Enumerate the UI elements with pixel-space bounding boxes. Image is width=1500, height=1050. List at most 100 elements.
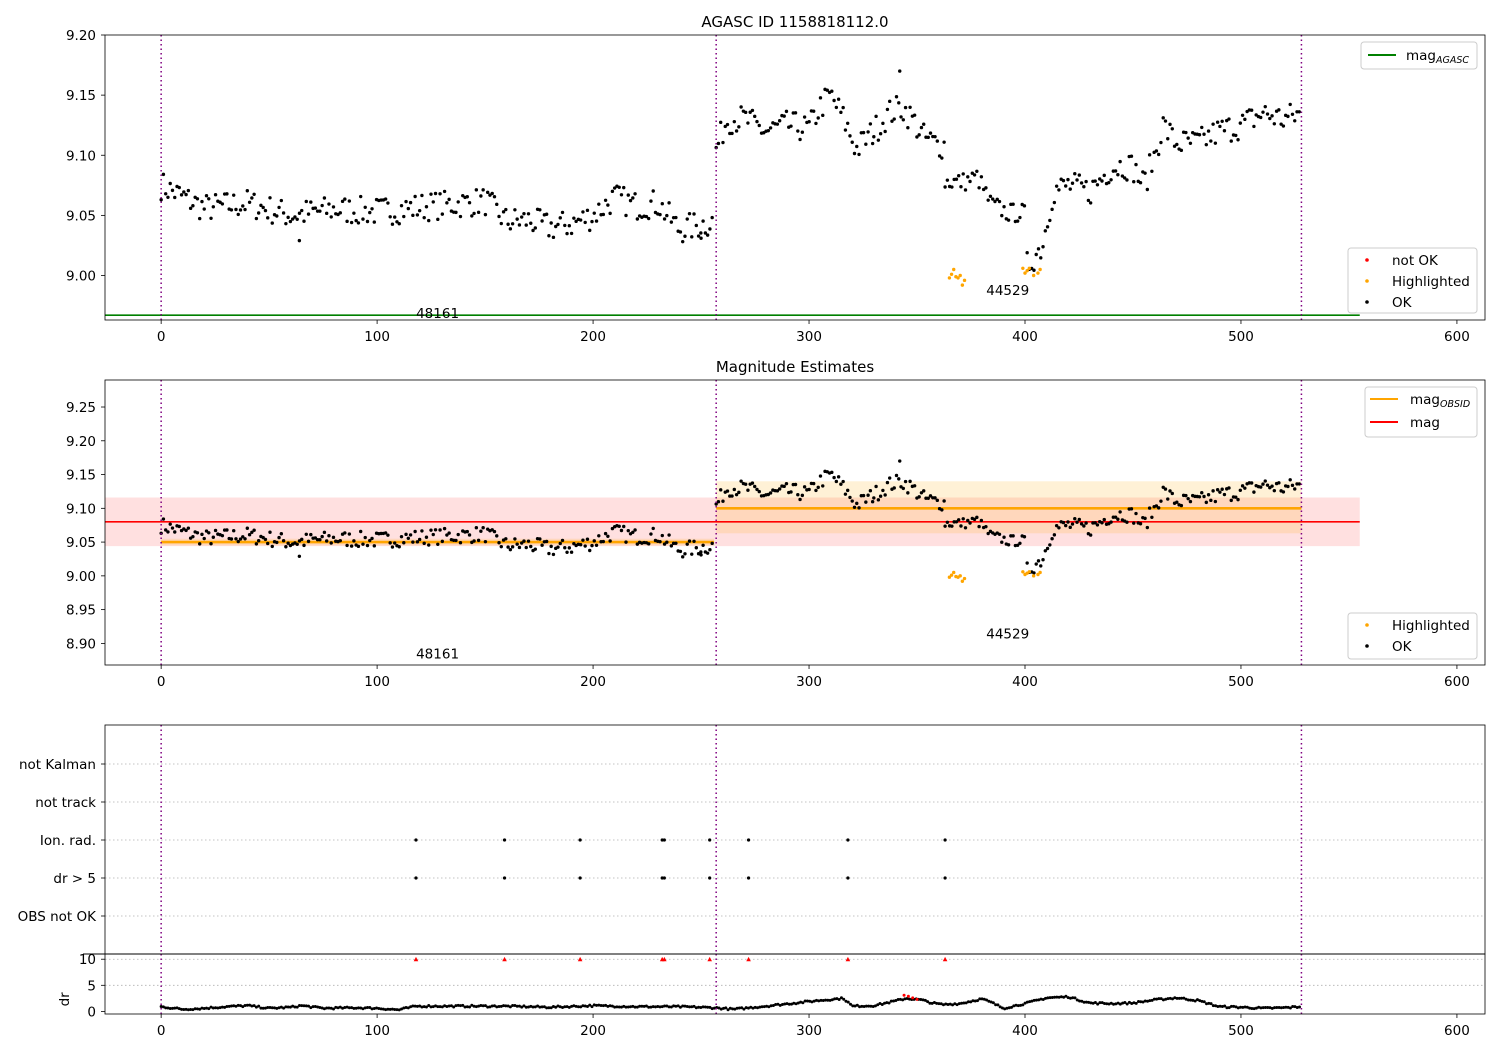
ok-point — [1186, 136, 1190, 140]
ok-point — [906, 491, 910, 495]
dr-point — [472, 1004, 476, 1008]
ok-point — [928, 494, 933, 498]
ok-point — [635, 217, 640, 221]
ok-point — [601, 212, 606, 217]
flag-point — [414, 876, 418, 880]
ok-point — [1200, 490, 1204, 495]
ok-point — [1064, 523, 1068, 528]
ok-point — [184, 192, 188, 197]
legend-status-swatch — [1365, 258, 1369, 262]
ok-point — [814, 121, 818, 126]
ok-point — [569, 550, 574, 554]
ok-point — [1109, 520, 1113, 524]
ok-point — [388, 215, 392, 219]
dr-point — [971, 999, 975, 1003]
dr-point — [549, 1006, 553, 1010]
ok-point — [714, 502, 718, 506]
ok-point — [184, 528, 188, 533]
ok-point — [588, 228, 592, 233]
dr-point — [497, 1005, 501, 1009]
ok-point — [320, 203, 324, 208]
dr-red-point — [915, 997, 919, 1001]
ok-point — [897, 477, 901, 481]
dr-point — [1087, 1000, 1091, 1004]
dr-point — [1032, 998, 1036, 1002]
ok-point — [515, 542, 519, 546]
dr-point — [817, 999, 821, 1003]
ok-point — [1095, 523, 1100, 527]
ok-point — [1002, 205, 1006, 209]
ok-point — [699, 236, 703, 240]
ok-point — [746, 121, 750, 125]
dr-capped-marker — [502, 956, 507, 962]
ok-point — [945, 178, 950, 182]
ok-point — [1116, 173, 1120, 177]
dr-point — [1175, 996, 1179, 1000]
dr-point — [887, 1001, 891, 1005]
ok-point — [662, 542, 667, 546]
dr-point — [1046, 996, 1050, 1000]
dr-point — [694, 1006, 698, 1010]
ok-point — [1073, 516, 1077, 521]
ok-point — [406, 206, 411, 211]
dr-point — [828, 998, 832, 1002]
dr-point — [295, 1005, 299, 1009]
dr-point — [304, 1004, 308, 1008]
ok-point — [839, 110, 843, 115]
dr-point — [511, 1004, 515, 1008]
ok-point — [933, 134, 937, 139]
dr-point — [1068, 996, 1072, 1000]
ok-point — [683, 234, 687, 238]
ok-point — [1213, 141, 1218, 145]
dr-point — [1286, 1005, 1290, 1009]
dr-point — [533, 1005, 537, 1009]
ok-point — [1156, 506, 1161, 510]
ok-point — [445, 533, 449, 537]
ok-point — [1018, 215, 1022, 220]
highlighted-point — [962, 576, 967, 581]
dr-point — [1284, 1005, 1288, 1009]
dr-point — [712, 1006, 716, 1010]
ok-point — [526, 212, 531, 216]
dr-point — [1057, 995, 1061, 999]
dr-point — [182, 1008, 186, 1012]
dr-point — [354, 1006, 358, 1010]
ok-point — [356, 544, 361, 549]
ok-point — [619, 528, 624, 533]
ok-point — [1025, 251, 1029, 255]
ok-point — [619, 193, 624, 197]
highlighted-point — [1021, 266, 1025, 270]
ok-point — [424, 205, 429, 209]
dr-point — [1229, 1004, 1233, 1008]
ok-point — [940, 156, 944, 160]
dr-point — [765, 1004, 769, 1008]
dr-capped-marker — [942, 956, 948, 962]
dr-red-point — [911, 996, 915, 1000]
dr-point — [672, 1004, 676, 1008]
legend-mag-label: mag — [1410, 415, 1440, 431]
ok-point — [1064, 184, 1068, 188]
ok-point — [1039, 564, 1043, 568]
dr-point — [254, 1005, 258, 1009]
ok-point — [177, 524, 181, 529]
dr-point — [454, 1004, 458, 1008]
ok-point — [522, 539, 526, 543]
ok-point — [386, 201, 390, 205]
dr-point — [1023, 1001, 1027, 1005]
dr-capped-marker — [746, 956, 751, 962]
dr-point — [955, 1003, 959, 1007]
ok-point — [674, 215, 678, 220]
dr-point — [928, 1001, 932, 1005]
ok-point — [979, 518, 984, 523]
dr-point — [985, 998, 989, 1002]
ok-point — [1229, 139, 1233, 143]
dr-point — [1275, 1005, 1279, 1009]
ok-point — [1277, 108, 1281, 112]
ok-point — [220, 202, 225, 206]
ok-point — [422, 215, 426, 220]
ok-point — [1079, 522, 1084, 526]
ok-point — [1113, 515, 1118, 519]
ok-point — [993, 199, 997, 204]
ok-point — [784, 481, 789, 486]
ok-point — [286, 215, 290, 220]
